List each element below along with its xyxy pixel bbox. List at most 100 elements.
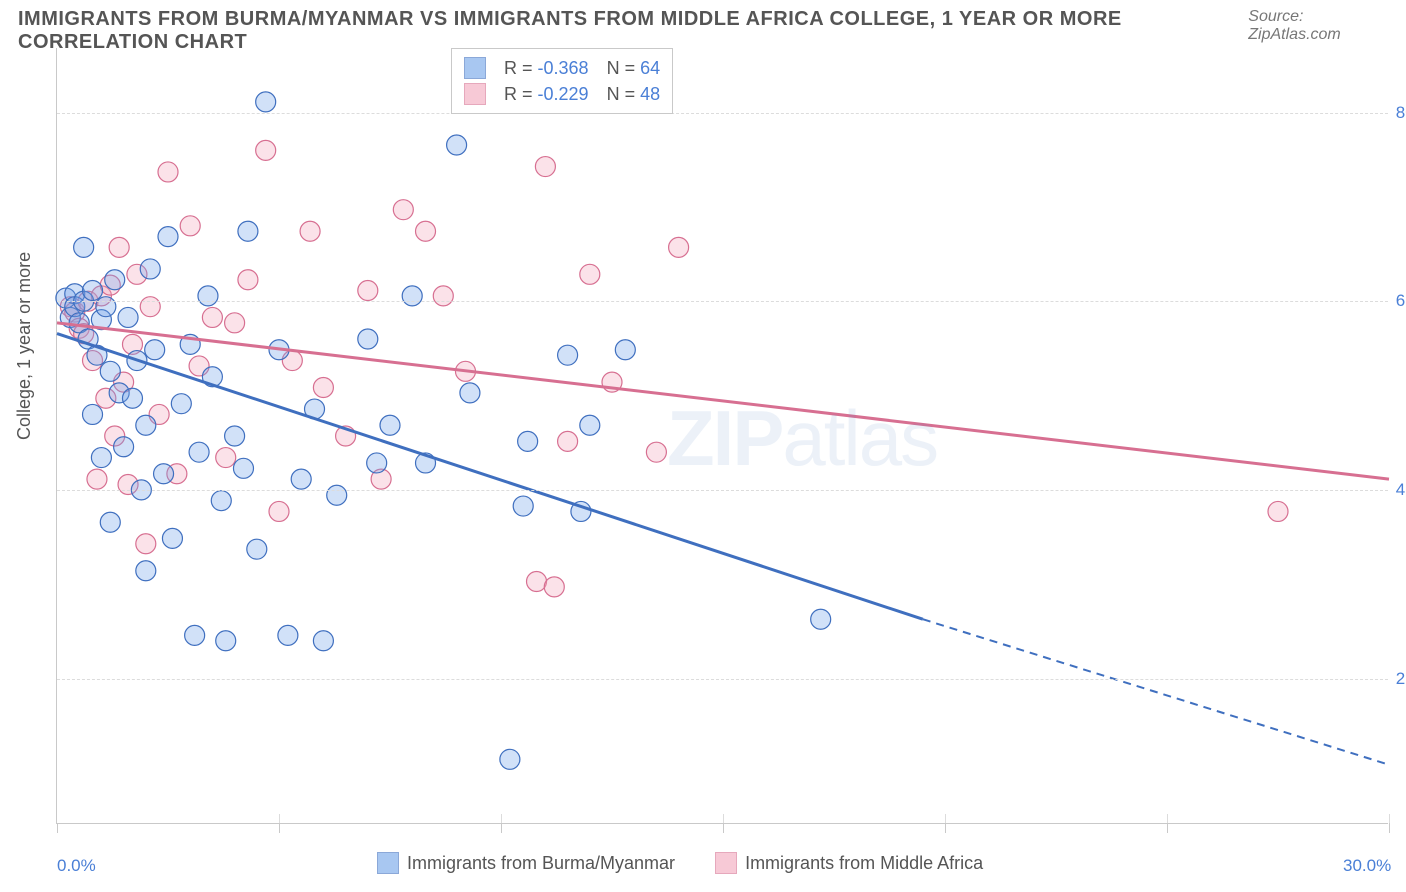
- data-point: [202, 307, 222, 327]
- data-point: [145, 340, 165, 360]
- data-point: [83, 281, 103, 301]
- data-point: [580, 264, 600, 284]
- data-point: [558, 345, 578, 365]
- x-tick: [279, 823, 280, 833]
- data-point: [300, 221, 320, 241]
- x-tick-label: 0.0%: [57, 856, 96, 876]
- stats-legend-row: R = -0.229 N = 48: [464, 81, 660, 107]
- data-point: [615, 340, 635, 360]
- data-point: [447, 135, 467, 155]
- data-point: [136, 561, 156, 581]
- data-point: [460, 383, 480, 403]
- data-point: [158, 227, 178, 247]
- data-point: [278, 625, 298, 645]
- stats-legend-row: R = -0.368N = 64: [464, 55, 660, 81]
- data-point: [185, 625, 205, 645]
- data-point: [416, 221, 436, 241]
- data-point: [358, 329, 378, 349]
- y-tick-label: 80.0%: [1392, 103, 1406, 123]
- data-point: [100, 361, 120, 381]
- data-point: [225, 426, 245, 446]
- series-legend-item: Immigrants from Burma/Myanmar: [377, 852, 675, 874]
- trend-line-extrapolated: [923, 619, 1389, 765]
- x-tick: [57, 823, 58, 833]
- data-point: [198, 286, 218, 306]
- series-legend: Immigrants from Burma/Myanmar Immigrants …: [377, 852, 983, 874]
- legend-swatch: [715, 852, 737, 874]
- stat-n: N = 48: [607, 81, 661, 107]
- data-point: [96, 297, 116, 317]
- x-tick: [501, 823, 502, 833]
- data-point: [1268, 501, 1288, 521]
- data-point: [216, 448, 236, 468]
- data-point: [238, 221, 258, 241]
- data-point: [100, 512, 120, 532]
- data-point: [527, 572, 547, 592]
- data-point: [500, 749, 520, 769]
- data-point: [393, 200, 413, 220]
- data-point: [313, 631, 333, 651]
- data-point: [136, 415, 156, 435]
- y-tick-label: 27.5%: [1392, 669, 1406, 689]
- data-point: [118, 307, 138, 327]
- data-point: [211, 491, 231, 511]
- data-point: [433, 286, 453, 306]
- data-point: [189, 442, 209, 462]
- data-point: [109, 237, 129, 257]
- y-tick-label: 45.0%: [1392, 480, 1406, 500]
- data-point: [83, 404, 103, 424]
- data-point: [256, 92, 276, 112]
- legend-swatch: [464, 57, 486, 79]
- data-point: [225, 313, 245, 333]
- legend-swatch: [464, 83, 486, 105]
- data-point: [171, 394, 191, 414]
- data-point: [646, 442, 666, 462]
- data-point: [162, 528, 182, 548]
- data-point: [518, 431, 538, 451]
- series-legend-item: Immigrants from Middle Africa: [715, 852, 983, 874]
- data-point: [313, 378, 333, 398]
- data-point: [233, 458, 253, 478]
- data-point: [74, 237, 94, 257]
- data-point: [544, 577, 564, 597]
- data-point: [238, 270, 258, 290]
- data-point: [358, 281, 378, 301]
- y-axis-label: College, 1 year or more: [14, 252, 35, 440]
- data-point: [380, 415, 400, 435]
- data-point: [105, 270, 125, 290]
- series-label: Immigrants from Middle Africa: [745, 853, 983, 874]
- data-point: [580, 415, 600, 435]
- data-point: [158, 162, 178, 182]
- data-point: [114, 437, 134, 457]
- y-tick-label: 62.5%: [1392, 291, 1406, 311]
- data-point: [327, 485, 347, 505]
- stat-r: R = -0.229: [504, 81, 589, 107]
- data-point: [669, 237, 689, 257]
- data-point: [180, 216, 200, 236]
- legend-swatch: [377, 852, 399, 874]
- data-point: [291, 469, 311, 489]
- data-point: [216, 631, 236, 651]
- data-point: [513, 496, 533, 516]
- data-point: [558, 431, 578, 451]
- data-point: [402, 286, 422, 306]
- stat-r: R = -0.368: [504, 55, 589, 81]
- data-point: [256, 140, 276, 160]
- source-attribution: Source: ZipAtlas.com: [1248, 8, 1388, 44]
- data-point: [535, 157, 555, 177]
- data-point: [154, 464, 174, 484]
- x-tick: [723, 823, 724, 833]
- data-point: [811, 609, 831, 629]
- data-point: [140, 259, 160, 279]
- x-tick: [1389, 823, 1390, 833]
- data-point: [247, 539, 267, 559]
- data-point: [122, 388, 142, 408]
- data-point: [87, 469, 107, 489]
- series-label: Immigrants from Burma/Myanmar: [407, 853, 675, 874]
- data-point: [91, 448, 111, 468]
- data-point: [140, 297, 160, 317]
- data-point: [367, 453, 387, 473]
- x-tick: [945, 823, 946, 833]
- stats-legend: R = -0.368N = 64R = -0.229 N = 48: [451, 48, 673, 114]
- x-tick: [1167, 823, 1168, 833]
